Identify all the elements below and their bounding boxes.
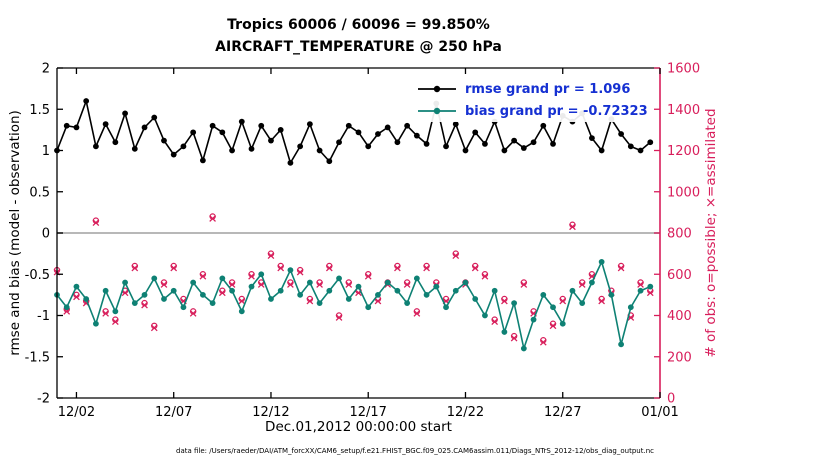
svg-text:01/01: 01/01 xyxy=(641,405,678,420)
svg-text:-1: -1 xyxy=(37,309,50,324)
svg-text:12/27: 12/27 xyxy=(544,405,581,420)
legend-label-rmse: rmse grand pr = 1.096 xyxy=(465,81,631,97)
svg-text:1: 1 xyxy=(42,144,50,159)
chart-title-line1: Tropics 60006 / 60096 = 99.850% xyxy=(227,17,490,33)
chart-title-line2: AIRCRAFT_TEMPERATURE @ 250 hPa xyxy=(215,39,502,55)
svg-text:-2: -2 xyxy=(37,392,50,407)
svg-text:12/17: 12/17 xyxy=(349,405,386,420)
svg-text:0: 0 xyxy=(667,392,675,407)
svg-text:1.5: 1.5 xyxy=(29,103,50,118)
svg-text:600: 600 xyxy=(667,268,692,283)
legend-item-bias: bias grand pr = -0.72323 xyxy=(417,102,648,120)
svg-text:400: 400 xyxy=(667,309,692,324)
svg-text:-0.5: -0.5 xyxy=(25,268,50,283)
svg-text:12/12: 12/12 xyxy=(252,405,289,420)
y-axis-left-label: rmse and bias (model - observation) xyxy=(7,110,23,356)
svg-text:0.5: 0.5 xyxy=(29,185,50,200)
svg-text:800: 800 xyxy=(667,227,692,242)
x-axis-label: Dec.01,2012 00:00:00 start xyxy=(265,419,452,435)
legend-label-bias: bias grand pr = -0.72323 xyxy=(465,103,648,119)
svg-text:12/02: 12/02 xyxy=(58,405,95,420)
svg-text:2: 2 xyxy=(42,62,50,77)
svg-text:200: 200 xyxy=(667,350,692,365)
rmse-line-marker-icon xyxy=(418,85,456,93)
svg-text:1000: 1000 xyxy=(667,185,700,200)
legend-item-rmse: rmse grand pr = 1.096 xyxy=(417,80,648,98)
bias-line-marker-icon xyxy=(418,107,456,115)
svg-text:12/07: 12/07 xyxy=(155,405,192,420)
svg-text:12/22: 12/22 xyxy=(447,405,484,420)
svg-text:-1.5: -1.5 xyxy=(25,350,50,365)
svg-text:1600: 1600 xyxy=(667,62,700,77)
svg-text:1200: 1200 xyxy=(667,144,700,159)
svg-text:1400: 1400 xyxy=(667,103,700,118)
data-file-path: data file: /Users/raeder/DAI/ATM_forcXX/… xyxy=(176,447,654,455)
y-axis-right-label: # of obs: o=possible; ×=assimilated xyxy=(703,108,719,358)
svg-text:0: 0 xyxy=(42,227,50,242)
legend: rmse grand pr = 1.096 bias grand pr = -0… xyxy=(412,78,653,122)
